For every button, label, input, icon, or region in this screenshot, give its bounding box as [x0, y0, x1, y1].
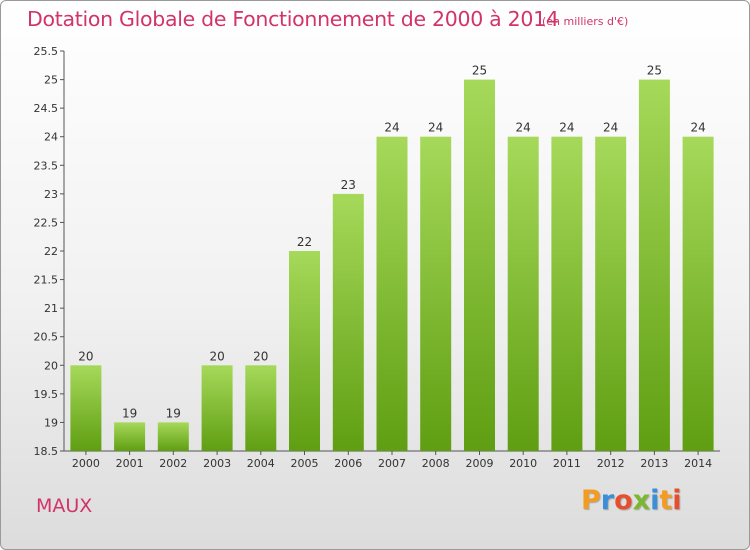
bar	[157, 422, 189, 451]
proxiti-logo[interactable]: Proxiti	[581, 485, 682, 516]
y-tick-label: 21	[44, 302, 58, 315]
bar	[464, 79, 495, 451]
y-tick-label: 20	[44, 359, 58, 372]
bar	[332, 193, 364, 451]
logo-letter: t	[659, 485, 673, 516]
bar	[70, 365, 102, 451]
bar-value-label: 22	[297, 235, 312, 249]
y-tick-label: 19	[44, 416, 58, 429]
bar-value-label: 24	[690, 121, 705, 135]
y-tick-label: 25.5	[34, 45, 59, 58]
x-tick-label: 2009	[466, 457, 494, 470]
x-tick-label: 2007	[378, 457, 406, 470]
y-tick-label: 20.5	[34, 331, 59, 344]
bar-value-label: 19	[166, 406, 181, 420]
y-tick-label: 22.5	[34, 216, 59, 229]
x-tick-label: 2011	[553, 457, 581, 470]
x-tick-label: 2000	[72, 457, 100, 470]
logo-letter: P	[581, 485, 601, 516]
x-tick-label: 2002	[159, 457, 187, 470]
bar	[507, 136, 539, 451]
bar-value-label: 20	[253, 349, 268, 363]
y-tick-label: 23.5	[34, 159, 59, 172]
logo-letter: x	[632, 485, 651, 516]
x-tick-label: 2001	[116, 457, 144, 470]
x-tick-label: 2008	[422, 457, 450, 470]
x-tick-label: 2010	[509, 457, 537, 470]
bar	[595, 136, 627, 451]
bar	[201, 365, 233, 451]
bar	[289, 251, 320, 451]
bar-value-label: 24	[603, 121, 618, 135]
x-tick-label: 2014	[684, 457, 712, 470]
x-tick-label: 2012	[597, 457, 625, 470]
bar	[245, 365, 277, 451]
bar-value-label: 24	[516, 121, 531, 135]
y-tick-label: 25	[44, 74, 58, 87]
x-tick-label: 2005	[291, 457, 319, 470]
y-tick-label: 21.5	[34, 274, 59, 287]
y-tick-label: 24.5	[34, 102, 59, 115]
bar-value-label: 25	[647, 64, 662, 78]
x-tick-label: 2003	[203, 457, 231, 470]
bar-value-label: 24	[428, 121, 443, 135]
bar	[376, 136, 408, 451]
x-tick-label: 2004	[247, 457, 275, 470]
x-tick-label: 2006	[334, 457, 362, 470]
y-tick-label: 22	[44, 245, 58, 258]
logo-letter: i	[650, 485, 660, 516]
bar-value-label: 24	[559, 121, 574, 135]
logo-letter: o	[614, 485, 633, 516]
y-tick-label: 24	[44, 131, 58, 144]
logo-letter: i	[672, 485, 682, 516]
municipality-name: MAUX	[36, 495, 93, 517]
y-tick-label: 23	[44, 188, 58, 201]
bar-value-label: 20	[209, 349, 224, 363]
bar	[551, 136, 583, 451]
chart-subtitle: (en milliers d'€)	[542, 15, 629, 28]
y-tick-label: 19.5	[34, 388, 59, 401]
logo-letter: r	[600, 485, 615, 516]
bar-value-label: 19	[122, 406, 137, 420]
bar	[682, 136, 714, 451]
bar-value-label: 20	[78, 349, 93, 363]
y-tick-label: 18.5	[34, 445, 59, 458]
bar	[420, 136, 452, 451]
bar-value-label: 24	[384, 121, 399, 135]
bar-value-label: 25	[472, 64, 487, 78]
bar	[638, 79, 670, 451]
x-tick-label: 2013	[640, 457, 668, 470]
chart-title: Dotation Globale de Fonctionnement de 20…	[27, 7, 559, 31]
bar-value-label: 23	[341, 178, 356, 192]
bar	[114, 422, 146, 451]
